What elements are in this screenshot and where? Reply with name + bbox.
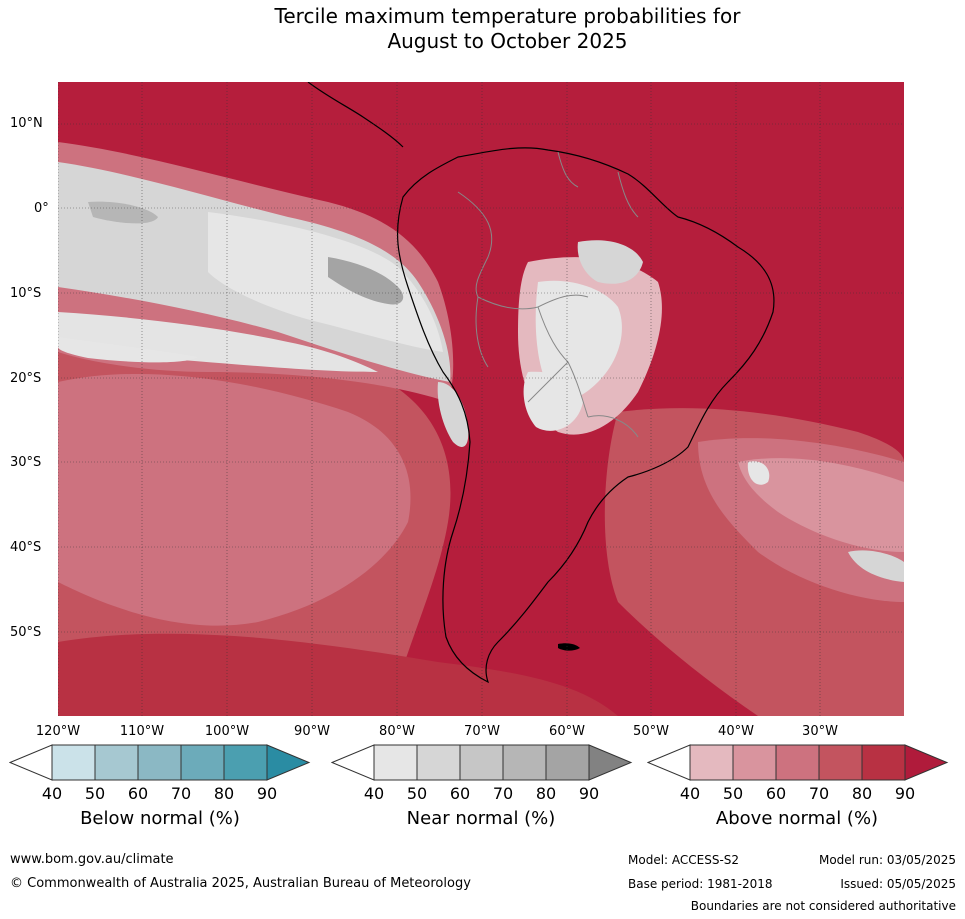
- probability-map: [58, 82, 904, 716]
- cbar-swatch: [689, 744, 734, 781]
- cbar-max-arrow: [904, 744, 949, 781]
- map-svg: [58, 82, 904, 716]
- lat-label: 40°S: [10, 540, 42, 555]
- lon-label: 50°W: [633, 724, 669, 739]
- issued-date: Issued: 05/05/2025: [840, 877, 956, 891]
- falklands-outline: [558, 643, 580, 651]
- lat-label: 10°N: [10, 116, 43, 131]
- boundaries-disclaimer: Boundaries are not considered authoritat…: [690, 899, 956, 913]
- cbar-tick: 70: [170, 784, 192, 803]
- shade-near-normal-chaco: [523, 371, 583, 431]
- copyright-text: © Commonwealth of Australia 2025, Austra…: [10, 876, 471, 891]
- lon-label: 90°W: [294, 724, 330, 739]
- bom-url-link[interactable]: www.bom.gov.au/climate: [10, 852, 174, 867]
- above-normal-label: Above normal (%): [715, 808, 879, 829]
- cbar-swatch: [180, 744, 225, 781]
- cbar-tick: 40: [679, 784, 701, 803]
- cbar-tick: 50: [722, 784, 744, 803]
- cbar-tick: 90: [578, 784, 600, 803]
- lat-label: 0°: [34, 201, 49, 216]
- map-title: Tercile maximum temperature probabilitie…: [0, 4, 965, 54]
- shade-near-normal-brazil: [535, 280, 622, 400]
- cbar-swatch: [416, 744, 461, 781]
- above-normal-colorbar: [647, 744, 949, 781]
- cbar-tick: 40: [41, 784, 63, 803]
- lon-label: 120°W: [35, 724, 81, 739]
- lat-label: 30°S: [10, 455, 42, 470]
- cbar-swatch: [137, 744, 182, 781]
- cbar-tick: 80: [851, 784, 873, 803]
- cbar-max-arrow: [266, 744, 311, 781]
- country-borders: [457, 151, 639, 438]
- cbar-swatch: [223, 744, 268, 781]
- shade-near-normal-brazil-60: [577, 240, 643, 284]
- cbar-swatch: [502, 744, 547, 781]
- shade-near-normal-70: [88, 201, 158, 224]
- lat-label: 10°S: [10, 286, 42, 301]
- title-line-2: August to October 2025: [387, 29, 628, 53]
- shade-above-50-pacific: [58, 373, 411, 626]
- below-normal-colorbar: [9, 744, 311, 781]
- cbar-tick: 70: [492, 784, 514, 803]
- base-period: Base period: 1981-2018: [628, 877, 773, 891]
- lon-label: 70°W: [464, 724, 500, 739]
- cbar-swatch: [861, 744, 906, 781]
- central-america-coastline: [307, 82, 404, 148]
- cbar-tick: 80: [535, 784, 557, 803]
- cbar-swatch: [732, 744, 777, 781]
- lon-label: 60°W: [549, 724, 585, 739]
- cbar-tick: 80: [213, 784, 235, 803]
- cbar-swatch: [94, 744, 139, 781]
- shade-near-normal-atlantic-2: [848, 550, 904, 582]
- cbar-swatch: [459, 744, 504, 781]
- lon-label: 100°W: [204, 724, 250, 739]
- cbar-tick: 90: [256, 784, 278, 803]
- cbar-min-arrow: [9, 744, 53, 781]
- shade-near-normal-50: [208, 212, 443, 352]
- shade-above-40-atlantic: [738, 458, 904, 552]
- cbar-min-arrow: [647, 744, 691, 781]
- lon-label: 30°W: [802, 724, 838, 739]
- cbar-tick: 60: [127, 784, 149, 803]
- shade-near-normal-atlantic-1: [747, 461, 770, 485]
- lat-label: 50°S: [10, 625, 42, 640]
- cbar-min-arrow: [331, 744, 375, 781]
- cbar-swatch: [818, 744, 863, 781]
- cbar-swatch: [373, 744, 418, 781]
- lon-label: 40°W: [718, 724, 754, 739]
- near-normal-label: Near normal (%): [406, 808, 556, 829]
- lon-label: 80°W: [379, 724, 415, 739]
- cbar-tick: 40: [363, 784, 385, 803]
- cbar-tick: 90: [894, 784, 916, 803]
- lon-label: 110°W: [119, 724, 165, 739]
- model-run-date: Model run: 03/05/2025: [818, 853, 956, 867]
- cbar-tick: 50: [84, 784, 106, 803]
- cbar-tick: 60: [765, 784, 787, 803]
- graticule: [58, 82, 904, 716]
- title-line-1: Tercile maximum temperature probabilitie…: [274, 4, 741, 28]
- model-name: Model: ACCESS-S2: [628, 853, 740, 867]
- cbar-swatch: [51, 744, 96, 781]
- south-america-coastline: [396, 147, 775, 684]
- shade-near-normal-80: [328, 257, 404, 305]
- cbar-tick: 70: [808, 784, 830, 803]
- near-normal-colorbar: [331, 744, 633, 781]
- lat-label: 20°S: [10, 371, 42, 386]
- cbar-tick: 60: [449, 784, 471, 803]
- cbar-tick: 50: [406, 784, 428, 803]
- cbar-swatch: [545, 744, 590, 781]
- shade-near-normal-andes: [437, 382, 469, 447]
- shade-near-normal-ribbon: [58, 337, 198, 363]
- shade-above-70-south: [58, 633, 618, 716]
- below-normal-label: Below normal (%): [80, 808, 240, 829]
- cbar-max-arrow: [588, 744, 633, 781]
- cbar-swatch: [775, 744, 820, 781]
